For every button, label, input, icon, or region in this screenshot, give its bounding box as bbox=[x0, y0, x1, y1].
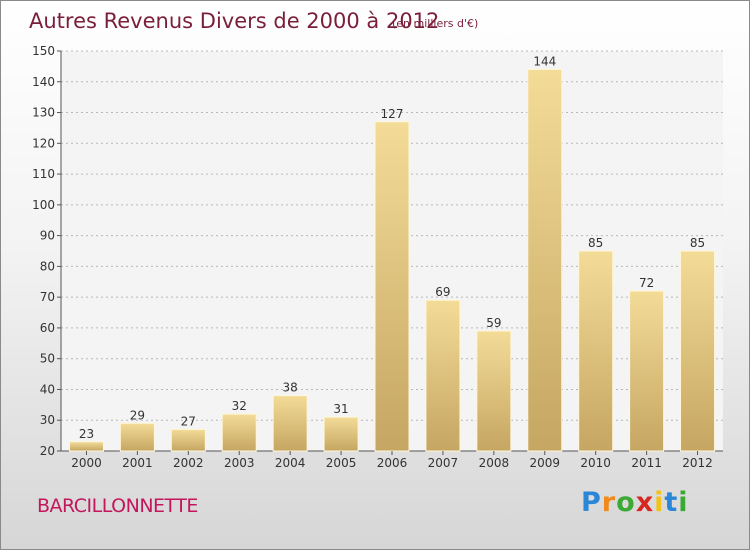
x-tick-label-2005: 2005 bbox=[326, 456, 357, 470]
logo-letter: P bbox=[581, 487, 602, 518]
bar-2000 bbox=[68, 441, 104, 452]
y-tick-label: 50 bbox=[40, 352, 55, 366]
bar-2003 bbox=[221, 413, 257, 452]
value-label-2005: 31 bbox=[333, 402, 348, 416]
value-label-2010: 85 bbox=[588, 236, 603, 250]
bar-2004 bbox=[272, 395, 308, 452]
chart-title: Autres Revenus Divers de 2000 à 2012 bbox=[29, 9, 440, 33]
x-tick-label-2004: 2004 bbox=[275, 456, 306, 470]
x-tick-label-2001: 2001 bbox=[122, 456, 153, 470]
value-label-2004: 38 bbox=[283, 381, 298, 395]
logo-letter: i bbox=[654, 487, 665, 518]
y-tick-label: 110 bbox=[32, 167, 55, 181]
x-tick-label-2008: 2008 bbox=[479, 456, 510, 470]
y-tick-label: 130 bbox=[32, 106, 55, 120]
bar-2010 bbox=[578, 250, 614, 452]
bar-2008 bbox=[476, 330, 512, 452]
bar-2009 bbox=[527, 68, 563, 452]
value-label-2006: 127 bbox=[381, 107, 404, 121]
y-tick-label: 120 bbox=[32, 136, 55, 150]
proxiti-logo: Proxiti bbox=[581, 487, 689, 518]
bar-2011 bbox=[629, 290, 665, 452]
y-tick-label: 100 bbox=[32, 198, 55, 212]
x-tick-label-2010: 2010 bbox=[580, 456, 611, 470]
x-tick-label-2007: 2007 bbox=[428, 456, 459, 470]
y-tick-label: 40 bbox=[40, 382, 55, 396]
bar-2006 bbox=[374, 121, 410, 452]
x-tick-label-2006: 2006 bbox=[377, 456, 408, 470]
value-label-2003: 32 bbox=[232, 399, 247, 413]
y-tick-label: 70 bbox=[40, 290, 55, 304]
bar-2005 bbox=[323, 416, 359, 452]
logo-letter: x bbox=[635, 487, 655, 518]
y-tick-label: 60 bbox=[40, 321, 55, 335]
x-tick-label-2003: 2003 bbox=[224, 456, 255, 470]
y-tick-label: 150 bbox=[32, 44, 55, 58]
y-tick-label: 80 bbox=[40, 259, 55, 273]
commune-name: BARCILLONNETTE bbox=[37, 495, 198, 517]
bar-2012 bbox=[680, 250, 716, 452]
value-label-2001: 29 bbox=[130, 408, 145, 422]
y-tick-label: 90 bbox=[40, 229, 55, 243]
bar-2002 bbox=[170, 428, 206, 452]
value-label-2011: 72 bbox=[639, 276, 654, 290]
y-tick-label: 140 bbox=[32, 75, 55, 89]
value-label-2009: 144 bbox=[533, 54, 556, 68]
value-label-2008: 59 bbox=[486, 316, 501, 330]
value-label-2002: 27 bbox=[181, 414, 196, 428]
logo-letter: r bbox=[601, 487, 617, 518]
logo-letter: i bbox=[678, 487, 689, 518]
value-label-2007: 69 bbox=[435, 285, 450, 299]
x-tick-label-2011: 2011 bbox=[631, 456, 662, 470]
y-tick-label: 20 bbox=[40, 444, 55, 458]
x-tick-label-2002: 2002 bbox=[173, 456, 204, 470]
x-tick-label-2009: 2009 bbox=[529, 456, 560, 470]
bar-2001 bbox=[119, 422, 155, 452]
x-tick-label-2012: 2012 bbox=[682, 456, 713, 470]
value-label-2012: 85 bbox=[690, 236, 705, 250]
value-label-2000: 23 bbox=[79, 427, 94, 441]
y-tick-label: 30 bbox=[40, 413, 55, 427]
bar-2007 bbox=[425, 299, 461, 452]
x-tick-label-2000: 2000 bbox=[71, 456, 102, 470]
logo-letter: o bbox=[616, 487, 636, 518]
chart-unit: (en milliers d'€) bbox=[392, 17, 479, 30]
logo-letter: t bbox=[664, 487, 679, 518]
